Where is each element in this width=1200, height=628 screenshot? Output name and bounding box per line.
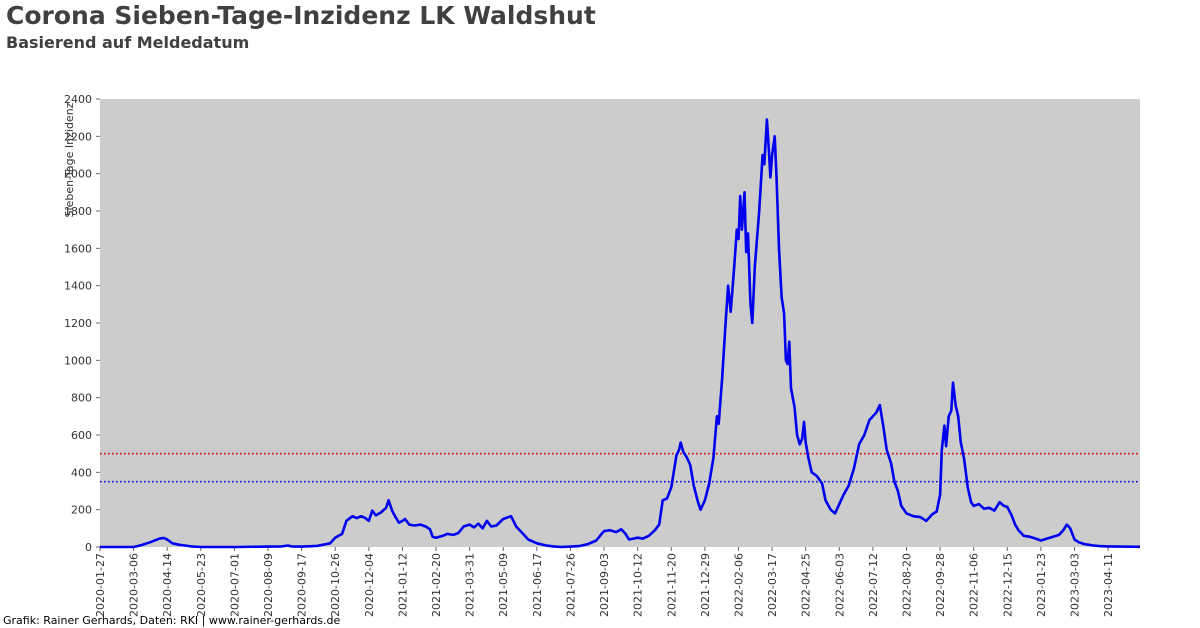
y-tick-label: 2400 bbox=[64, 93, 92, 106]
x-tick-label: 2021-02-20 bbox=[430, 553, 443, 617]
y-tick-label: 800 bbox=[71, 392, 92, 405]
y-tick-label: 400 bbox=[71, 466, 92, 479]
x-tick-label: 2022-03-17 bbox=[766, 553, 779, 617]
y-axis-label: Sieben-Tage Inzidenz bbox=[63, 102, 76, 217]
x-tick-label: 2020-05-23 bbox=[195, 553, 208, 617]
x-tick-label: 2021-01-12 bbox=[396, 553, 409, 617]
x-tick-label: 2022-04-25 bbox=[800, 553, 813, 617]
chart-title: Corona Sieben-Tage-Inzidenz LK Waldshut bbox=[6, 1, 596, 30]
x-tick-label: 2021-03-31 bbox=[464, 553, 477, 617]
y-tick-label: 1000 bbox=[64, 354, 92, 367]
x-tick-label: 2021-10-12 bbox=[632, 553, 645, 617]
x-tick-label: 2022-11-06 bbox=[968, 553, 981, 617]
x-tick-label: 2020-01-27 bbox=[94, 553, 107, 617]
y-axis: 0 200 400 600 800 1000 1200 1400 1600 1800 2000 220… bbox=[64, 93, 100, 554]
x-tick-label: 2020-07-01 bbox=[228, 553, 241, 617]
y-tick-label: 1200 bbox=[64, 317, 92, 330]
x-tick-label: 2023-04-11 bbox=[1102, 553, 1115, 617]
x-tick-label: 2022-08-20 bbox=[900, 553, 913, 617]
x-tick-label: 2021-09-03 bbox=[598, 553, 611, 617]
x-tick-label: 2022-09-28 bbox=[934, 553, 947, 617]
y-tick-label: 1400 bbox=[64, 280, 92, 293]
x-tick-label: 2021-06-17 bbox=[531, 553, 544, 617]
x-tick-label: 2020-12-04 bbox=[363, 553, 376, 617]
x-tick-label: 2022-06-03 bbox=[833, 553, 846, 617]
x-tick-label: 2021-05-09 bbox=[497, 553, 510, 617]
y-tick-label: 200 bbox=[71, 504, 92, 517]
x-tick-label: 2020-10-26 bbox=[329, 553, 342, 617]
x-tick-label: 2022-12-15 bbox=[1001, 553, 1014, 617]
x-tick-label: 2020-08-09 bbox=[262, 553, 275, 617]
y-tick-label: 0 bbox=[85, 541, 92, 554]
y-tick-label: 1600 bbox=[64, 242, 92, 255]
source-credit: Grafik: Rainer Gerhards, Daten: RKI | ww… bbox=[3, 614, 341, 627]
x-tick-label: 2021-11-20 bbox=[665, 553, 678, 617]
x-axis: 2020-01-27 2020-03-06 2020-04-14 2020-05-23… bbox=[94, 547, 1115, 617]
incidence-series-line bbox=[100, 118, 1141, 549]
plot-area bbox=[100, 99, 1140, 547]
reference-lines bbox=[100, 452, 1140, 483]
y-tick-label: 600 bbox=[71, 429, 92, 442]
x-tick-label: 2020-04-14 bbox=[161, 553, 174, 617]
x-tick-label: 2022-02-06 bbox=[732, 553, 745, 617]
y-tick-label: 2200 bbox=[64, 130, 92, 143]
y-tick-label: 2000 bbox=[64, 168, 92, 181]
x-tick-label: 2021-12-29 bbox=[699, 553, 712, 617]
y-tick-label: 1800 bbox=[64, 205, 92, 218]
x-tick-label: 2023-01-23 bbox=[1035, 553, 1048, 617]
x-tick-label: 2020-03-06 bbox=[128, 553, 141, 617]
x-tick-label: 2023-03-03 bbox=[1069, 553, 1082, 617]
x-tick-label: 2021-07-26 bbox=[564, 553, 577, 617]
x-tick-label: 2022-07-12 bbox=[867, 553, 880, 617]
chart-subtitle: Basierend auf Meldedatum bbox=[6, 33, 250, 52]
x-tick-label: 2020-09-17 bbox=[296, 553, 309, 617]
